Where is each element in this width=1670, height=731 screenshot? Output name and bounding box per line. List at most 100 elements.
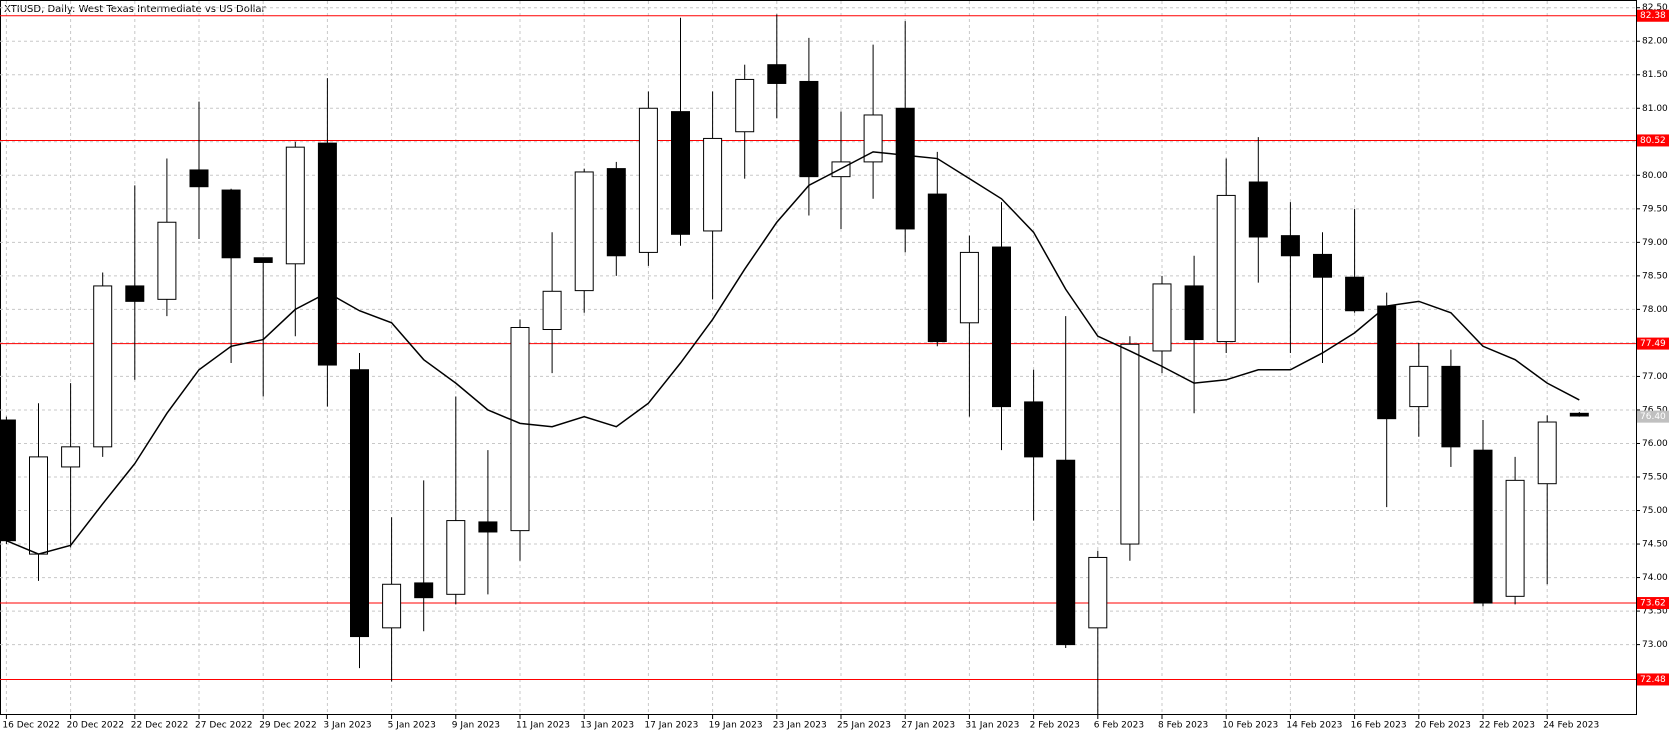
y-tick-label: 76.50	[1642, 405, 1668, 415]
x-tick-label: 22 Feb 2023	[1479, 721, 1535, 731]
level-label-box	[1637, 337, 1669, 350]
y-tick-label: 77.00	[1642, 372, 1668, 382]
level-label-box	[1637, 134, 1669, 147]
candle-body	[606, 168, 626, 257]
x-tick-label: 27 Jan 2023	[901, 721, 955, 731]
x-tick-label: 22 Dec 2022	[131, 721, 189, 731]
x-tick-label: 11 Jan 2023	[516, 721, 570, 731]
candle-body	[1120, 343, 1140, 545]
candle-body	[863, 114, 883, 163]
y-tick-label: 81.00	[1642, 104, 1668, 114]
level-label: 77.49	[1640, 339, 1666, 349]
last-price-box	[1637, 410, 1669, 423]
level-label-box	[1637, 597, 1669, 610]
candle-body	[959, 251, 979, 324]
candle-body	[799, 80, 819, 178]
candle-body	[1056, 459, 1076, 646]
y-tick-label: 74.50	[1642, 540, 1668, 550]
candle-body	[0, 419, 16, 542]
candle-body	[1216, 194, 1236, 343]
candle-body	[671, 111, 690, 235]
candle-body	[767, 64, 787, 84]
y-tick-label: 75.50	[1642, 473, 1668, 483]
candle-body	[1441, 365, 1461, 448]
candle-body	[1505, 479, 1525, 597]
y-tick-label: 73.50	[1642, 607, 1668, 617]
candle-body	[1088, 556, 1108, 629]
candle-body	[1377, 305, 1397, 420]
x-tick-label: 8 Feb 2023	[1158, 721, 1208, 731]
candle-body	[1537, 421, 1557, 485]
level-label-box	[1637, 9, 1669, 22]
candle-body	[125, 285, 145, 302]
candle-body	[992, 246, 1011, 408]
candle-body	[382, 583, 402, 629]
x-tick-label: 16 Feb 2023	[1351, 721, 1407, 731]
x-tick-label: 25 Jan 2023	[837, 721, 891, 731]
x-tick-label: 14 Feb 2023	[1286, 721, 1342, 731]
y-tick-label: 76.00	[1642, 439, 1668, 449]
last-price-label: 76.40	[1640, 412, 1666, 422]
candle-body	[927, 193, 947, 343]
candle-body	[1280, 235, 1300, 257]
x-tick-label: 20 Feb 2023	[1415, 721, 1471, 731]
candle-body	[221, 189, 241, 259]
x-tick-label: 13 Jan 2023	[580, 721, 634, 731]
candle-body	[1345, 276, 1365, 312]
y-tick-label: 80.00	[1642, 171, 1668, 181]
candle-body	[703, 137, 723, 232]
candle-body	[446, 520, 466, 595]
candle-body	[1313, 253, 1332, 278]
moving-average	[6, 151, 1580, 555]
y-tick-label: 79.50	[1642, 204, 1668, 214]
y-tick-label: 79.00	[1642, 238, 1668, 248]
level-label: 73.62	[1640, 599, 1666, 609]
x-tick-label: 9 Jan 2023	[452, 721, 500, 731]
level-label-box	[1637, 673, 1669, 686]
candle-body	[350, 369, 369, 638]
x-tick-label: 23 Jan 2023	[773, 721, 827, 731]
x-tick-label: 24 Feb 2023	[1543, 721, 1599, 731]
candle-body	[510, 326, 530, 532]
candle-body	[93, 285, 113, 448]
candle-body	[285, 146, 305, 265]
candle-body	[1409, 365, 1429, 408]
level-label: 82.38	[1640, 11, 1666, 21]
y-tick-label: 78.00	[1642, 305, 1668, 315]
x-tick-label: 10 Feb 2023	[1222, 721, 1278, 731]
candle-body	[414, 582, 434, 599]
candle-body	[1024, 401, 1044, 458]
candle-body	[542, 290, 562, 331]
candle-body	[317, 142, 337, 366]
level-label: 72.48	[1640, 675, 1666, 685]
x-tick-label: 20 Dec 2022	[67, 721, 125, 731]
plot-frame	[0, 0, 1637, 715]
x-tick-label: 31 Jan 2023	[965, 721, 1019, 731]
y-tick-label: 74.00	[1642, 573, 1668, 583]
level-label: 80.52	[1640, 136, 1666, 146]
candle-body	[1248, 181, 1268, 238]
y-tick-label: 82.00	[1642, 37, 1668, 47]
candle-body	[253, 257, 273, 263]
y-tick-label: 81.50	[1642, 70, 1668, 80]
candle-body	[895, 107, 915, 230]
x-tick-label: 3 Jan 2023	[323, 721, 371, 731]
candle-body	[638, 107, 658, 253]
y-tick-label: 78.50	[1642, 271, 1668, 281]
candle-body	[478, 521, 498, 533]
candle-body	[574, 171, 594, 292]
x-tick-label: 17 Jan 2023	[644, 721, 698, 731]
x-tick-label: 16 Dec 2022	[2, 721, 60, 731]
candle-body	[1473, 449, 1493, 604]
y-tick-label: 82.50	[1642, 3, 1668, 13]
x-tick-label: 19 Jan 2023	[709, 721, 763, 731]
x-tick-label: 2 Feb 2023	[1030, 721, 1080, 731]
y-tick-label: 75.00	[1642, 506, 1668, 516]
candle-body	[189, 169, 209, 188]
candle-body	[1152, 283, 1172, 352]
x-tick-label: 5 Jan 2023	[388, 721, 436, 731]
candle-body	[61, 446, 81, 468]
candle-body	[1569, 412, 1589, 417]
candle-body	[29, 456, 48, 555]
